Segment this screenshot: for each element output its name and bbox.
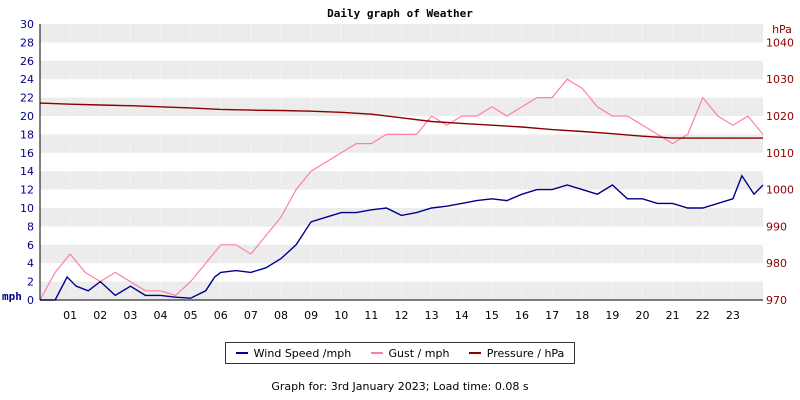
x-tick-label: 19 xyxy=(605,309,619,322)
x-tick-label: 21 xyxy=(666,309,680,322)
footer-info: Graph for: 3rd January 2023; Load time: … xyxy=(271,380,529,393)
right-tick-label: 1040 xyxy=(766,36,794,49)
right-tick-label: 1030 xyxy=(766,73,794,86)
legend-label-wind-speed: Wind Speed /mph xyxy=(253,346,352,360)
x-tick-label: 03 xyxy=(123,309,137,322)
left-tick-label: 24 xyxy=(20,73,34,86)
legend-swatch-pressure xyxy=(468,352,481,354)
left-tick-label: 8 xyxy=(27,220,34,233)
left-tick-label: 12 xyxy=(20,184,34,197)
x-tick-label: 14 xyxy=(455,309,469,322)
right-tick-label: 980 xyxy=(766,257,787,270)
left-tick-label: 14 xyxy=(20,165,34,178)
x-tick-label: 15 xyxy=(485,309,499,322)
x-tick-label: 11 xyxy=(364,309,378,322)
x-tick-label: 06 xyxy=(214,309,228,322)
series-wind-speed-mph-line xyxy=(40,174,764,301)
right-tick-label: 970 xyxy=(766,294,787,307)
legend: Wind Speed /mph Gust / mph Pressure / hP… xyxy=(225,342,575,364)
x-tick-label: 16 xyxy=(515,309,529,322)
series-pressure-hpa-line xyxy=(39,102,763,139)
right-axis-unit: hPa xyxy=(772,23,792,36)
left-tick-label: 30 xyxy=(20,18,34,31)
left-axis-unit: mph xyxy=(2,290,22,303)
legend-swatch-wind-speed xyxy=(235,352,248,354)
weather-chart: Daily graph of Weather 02468101214161820… xyxy=(2,7,794,322)
x-axis-ticks: 01 02 03 04 05 06 07 08 09 10 11 12 13 14 15 16 17 18 19 20… xyxy=(63,309,740,322)
grid-band xyxy=(40,281,763,300)
x-tick-label: 05 xyxy=(184,309,198,322)
x-tick-label: 17 xyxy=(545,309,559,322)
grid-bands xyxy=(40,24,763,300)
left-tick-label: 18 xyxy=(20,128,34,141)
right-tick-label: 1020 xyxy=(766,110,794,123)
series-layer xyxy=(39,78,764,301)
x-tick-label: 22 xyxy=(696,309,710,322)
series-gust-mph-line xyxy=(39,78,764,301)
legend-swatch-gust xyxy=(370,352,383,354)
left-tick-label: 16 xyxy=(20,147,34,160)
legend-item-wind-speed: Wind Speed /mph xyxy=(235,346,352,360)
x-tick-label: 20 xyxy=(636,309,650,322)
grid-band xyxy=(40,244,763,264)
chart-title: Daily graph of Weather xyxy=(327,7,473,20)
left-tick-label: 28 xyxy=(20,36,34,49)
legend-label-pressure: Pressure / hPa xyxy=(486,346,565,360)
right-tick-label: 1000 xyxy=(766,184,794,197)
x-tick-label: 07 xyxy=(244,309,258,322)
left-tick-label: 2 xyxy=(27,276,34,289)
x-tick-label: 04 xyxy=(154,309,168,322)
x-tick-label: 23 xyxy=(726,309,740,322)
x-tick-label: 09 xyxy=(304,309,318,322)
x-tick-label: 01 xyxy=(63,309,77,322)
right-tick-label: 990 xyxy=(766,220,787,233)
legend-item-pressure: Pressure / hPa xyxy=(468,346,565,360)
x-tick-label: 18 xyxy=(575,309,589,322)
left-tick-label: 0 xyxy=(27,294,34,307)
left-tick-label: 4 xyxy=(27,257,34,270)
x-tick-label: 10 xyxy=(334,309,348,322)
grid-band xyxy=(40,208,763,227)
right-axis-ticks: 970 980 990 1000 1010 1020 1030 1040 xyxy=(766,36,794,307)
x-tick-label: 08 xyxy=(274,309,288,322)
x-tick-label: 13 xyxy=(425,309,439,322)
x-tick-label: 02 xyxy=(93,309,107,322)
left-tick-label: 26 xyxy=(20,55,34,68)
left-tick-label: 22 xyxy=(20,92,34,105)
right-tick-label: 1010 xyxy=(766,147,794,160)
left-tick-label: 10 xyxy=(20,202,34,215)
x-tick-label: 12 xyxy=(395,309,409,322)
left-tick-label: 20 xyxy=(20,110,34,123)
legend-item-gust: Gust / mph xyxy=(370,346,450,360)
legend-label-gust: Gust / mph xyxy=(388,346,450,360)
left-tick-label: 6 xyxy=(27,239,34,252)
